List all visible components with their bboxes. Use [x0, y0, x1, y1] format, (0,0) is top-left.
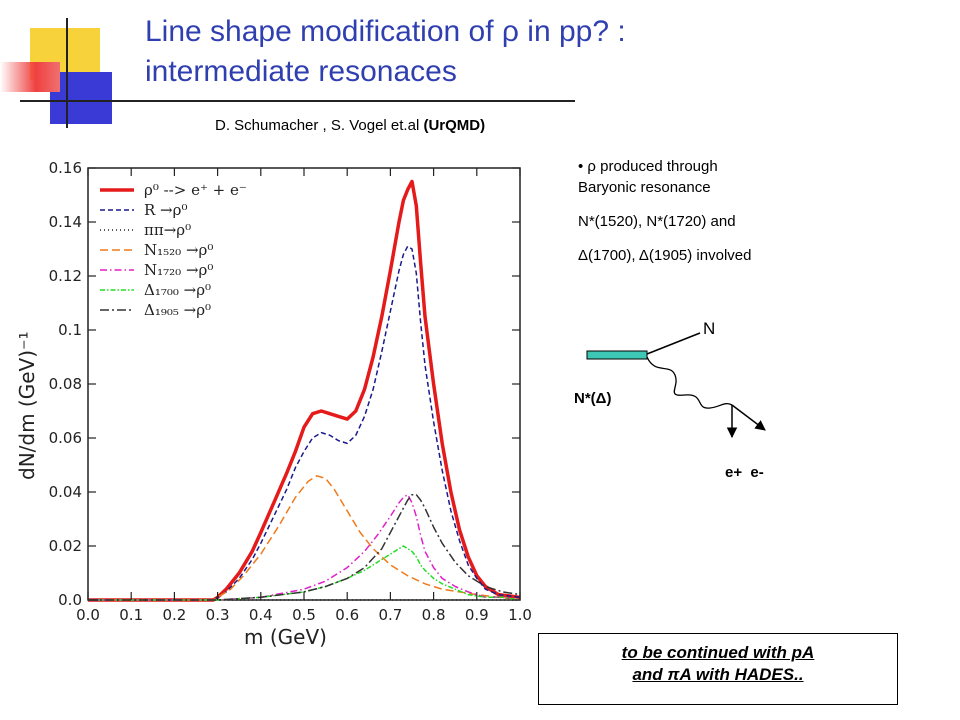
- title-underline: [35, 100, 575, 102]
- series-line: [88, 493, 521, 601]
- series-line: [88, 475, 521, 601]
- resonance-label: N*(Δ): [574, 390, 611, 407]
- bullet-list: • ρ produced through Baryonic resonance …: [578, 156, 938, 279]
- continuation-note: to be continued with pA and πA with HADE…: [538, 633, 898, 705]
- x-tick-label: 0.1: [119, 606, 143, 624]
- series-line: [88, 545, 521, 601]
- authors-line: D. Schumacher , S. Vogel et.al (UrQMD): [215, 117, 485, 134]
- legend-entry: N₁₇₂₀ →ρ⁰: [144, 261, 213, 279]
- authors-names: D. Schumacher , S. Vogel et.al: [215, 117, 424, 134]
- y-axis-label: dN/dm (GeV)⁻¹: [15, 331, 39, 480]
- legend-entry: Δ₁₉₀₅ →ρ⁰: [144, 301, 211, 319]
- y-tick-label: 0.16: [49, 159, 82, 177]
- resonance-bar: [586, 350, 648, 360]
- y-tick-label: 0.06: [49, 429, 82, 447]
- series-line: [88, 493, 521, 601]
- note-line-2: and πA with HADES..: [632, 665, 804, 684]
- bullet-delta-resonances: Δ(1700), Δ(1905) involved: [578, 247, 752, 264]
- ticks-layer: 0.0 0.1 0.2 0.3 0.4 0.5 0.6 0.7 0.8 0.9 1.0 0.0 0.02…: [49, 159, 532, 624]
- x-tick-label: 0.6: [335, 606, 359, 624]
- note-line-1: to be continued with pA: [621, 643, 815, 662]
- x-tick-label: 0.8: [422, 606, 446, 624]
- decor-vertical-line: [66, 18, 68, 128]
- legend-entry: N₁₅₂₀ →ρ⁰: [144, 241, 213, 259]
- series-layer: [88, 179, 521, 602]
- decay-diagram: N N*(Δ) e+ e-: [574, 319, 766, 481]
- x-tick-label: 0.7: [378, 606, 402, 624]
- title-line-1: Line shape modification of ρ in pp? :: [145, 15, 626, 48]
- legend-entry: ππ→ρ⁰: [144, 221, 191, 239]
- x-tick-label: 0.0: [76, 606, 100, 624]
- y-tick-label: 0.12: [49, 267, 82, 285]
- nucleon-line: [646, 332, 701, 355]
- positron-arrow: [731, 404, 766, 431]
- y-tick-label: 0.0: [58, 591, 82, 609]
- legend-entry: ρ⁰ --> e⁺ + e⁻: [144, 181, 247, 199]
- photon-wavy-line: [646, 356, 733, 409]
- x-tick-label: 0.2: [162, 606, 186, 624]
- x-tick-label: 0.5: [292, 606, 316, 624]
- legend-entry: R →ρ⁰: [144, 201, 187, 219]
- legend: ρ⁰ --> e⁺ + e⁻ R →ρ⁰ ππ→ρ⁰ N₁₅₂₀ →ρ⁰ N₁₇₂₀ →…: [100, 181, 247, 319]
- series-line: [88, 179, 521, 602]
- plot-frame: [87, 167, 521, 601]
- nucleon-label: N: [703, 319, 715, 338]
- decor-red-block: [0, 62, 60, 92]
- leptons-label: e+ e-: [725, 464, 764, 481]
- bullet-rho-production: • ρ produced through Baryonic resonance: [578, 158, 718, 196]
- decor-blue-block: [50, 72, 112, 124]
- x-tick-label: 0.9: [465, 606, 489, 624]
- x-axis-label: m (GeV): [244, 625, 327, 649]
- x-tick-label: 0.3: [206, 606, 230, 624]
- y-tick-label: 0.14: [49, 213, 82, 231]
- x-tick-label: 1.0: [508, 606, 532, 624]
- legend-entry: Δ₁₇₀₀ →ρ⁰: [144, 281, 211, 299]
- slide-title: Line shape modification of ρ in pp? : in…: [145, 12, 945, 92]
- title-line-2: intermediate resonaces: [145, 55, 457, 88]
- authors-model: (UrQMD): [423, 117, 486, 134]
- y-tick-label: 0.08: [49, 375, 82, 393]
- y-tick-label: 0.1: [58, 321, 82, 339]
- series-line: [88, 245, 521, 601]
- x-tick-label: 0.4: [249, 606, 273, 624]
- y-tick-label: 0.04: [49, 483, 82, 501]
- y-tick-label: 0.02: [49, 537, 82, 555]
- bullet-n-resonances: N*(1520), N*(1720) and: [578, 213, 736, 230]
- mass-spectrum-chart: 0.0 0.1 0.2 0.3 0.4 0.5 0.6 0.7 0.8 0.9 1.0 0.0 0.02…: [15, 159, 532, 649]
